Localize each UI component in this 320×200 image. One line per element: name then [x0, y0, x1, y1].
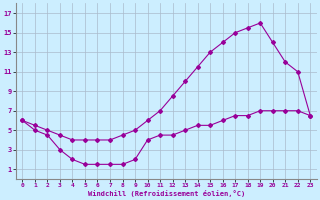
- X-axis label: Windchill (Refroidissement éolien,°C): Windchill (Refroidissement éolien,°C): [88, 190, 245, 197]
